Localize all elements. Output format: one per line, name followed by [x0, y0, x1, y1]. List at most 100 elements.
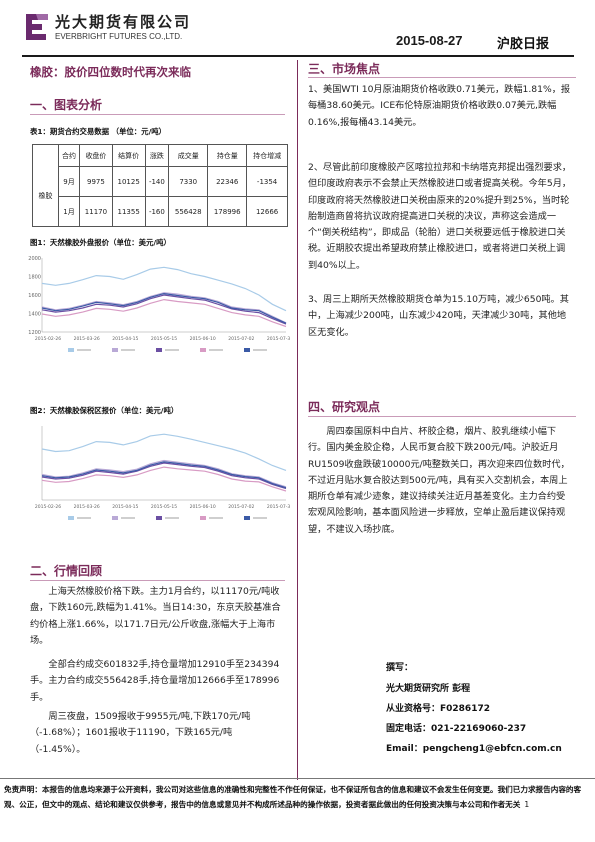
table-header-row: 合约 收盘价 结算价 涨跌 成交量 持仓量 持仓增减 — [32, 144, 288, 167]
author-license: 从业资格号：F0286172 — [386, 704, 490, 714]
cell: 9月 — [57, 166, 81, 197]
x-tick-label: 2015-04-15 — [112, 336, 138, 342]
table-row: 橡胶 9月 9975 10125 -140 7330 22346 -1354 — [32, 166, 288, 227]
x-tick-label: 2015-04-15 — [112, 504, 138, 510]
disclaimer: 免责声明：本报告的信息均来源于公开资料，我公司对这些信息的准确性和完整性不作任何… — [4, 783, 589, 812]
series-line — [41, 433, 287, 471]
y-tick-label: 1200 — [28, 330, 41, 336]
section-1-title: 一、图表分析 — [30, 98, 103, 112]
legend-swatch — [244, 348, 250, 352]
series-line — [41, 459, 287, 488]
th-oi-change: 持仓增减 — [246, 144, 288, 167]
x-tick-label: 2015-06-10 — [190, 336, 216, 342]
author-phone: 固定电话：021-22169060-237 — [386, 724, 527, 734]
author-email[interactable]: Email：pengcheng1@ebfcn.com.cn — [386, 744, 562, 754]
section-4-rule — [308, 416, 576, 417]
series-line — [41, 466, 287, 492]
legend-swatch — [244, 516, 250, 520]
legend-label-blur — [121, 349, 135, 351]
legend-swatch — [68, 348, 74, 352]
report-title: 沪胶日报 — [497, 37, 550, 52]
row-label: 橡胶 — [32, 166, 59, 227]
author-name: 光大期货研究所 彭程 — [386, 684, 471, 694]
chart-2: 2015-02-26 2015-03-26 2015-04-15 2015-05-15… — [28, 420, 290, 532]
series-line — [41, 292, 287, 324]
page-number: 1 — [524, 799, 530, 809]
table-corner — [32, 144, 59, 167]
header-divider — [22, 55, 574, 57]
legend-swatch — [112, 348, 118, 352]
legend-label-blur — [121, 517, 135, 519]
legend-label-blur — [77, 517, 91, 519]
cell: 22346 — [207, 166, 248, 197]
legend-label-blur — [77, 349, 91, 351]
y-tick-label: 1800 — [28, 275, 41, 281]
x-tick-label: 2015-02-26 — [35, 336, 61, 342]
legend-label-blur — [253, 349, 267, 351]
x-tick-label: 2015-05-15 — [151, 504, 177, 510]
focus-para-3: 3、周三上期所天然橡胶期货仓单为15.10万吨，减少650吨。其中，上海减少20… — [308, 294, 569, 338]
cell: 10125 — [111, 166, 146, 197]
series-line — [41, 292, 287, 324]
section-4-title: 四、研究观点 — [308, 400, 381, 414]
legend-swatch — [200, 516, 206, 520]
company-name-en: EVERBRIGHT FUTURES CO.,LTD. — [55, 32, 183, 41]
review-para-1: 上海天然橡胶价格下跌。主力1月合约，以11170元/吨收盘，下跌160元,跌幅为… — [30, 586, 281, 646]
section-3-title: 三、市场焦点 — [308, 62, 381, 76]
legend-swatch — [68, 516, 74, 520]
legend-label-blur — [209, 517, 223, 519]
section-3-rule — [308, 77, 576, 78]
cell: 178996 — [207, 196, 248, 227]
legend-label-blur — [165, 349, 179, 351]
series-line — [41, 462, 287, 490]
chart-2-caption: 图2：天然橡胶保税区报价（单位：美元/吨） — [30, 406, 179, 415]
x-tick-label: 2015-03-26 — [74, 504, 100, 510]
focus-para-2: 2、尽管此前印度橡胶产区喀拉拉邦和卡纳塔克邦提出强烈要求，但印度政府表示不会禁止… — [308, 162, 572, 271]
legend-label-blur — [165, 517, 179, 519]
th-settle: 结算价 — [111, 144, 146, 167]
th-oi: 持仓量 — [207, 144, 248, 167]
report-date: 2015-08-27 — [396, 33, 463, 48]
section-2-title: 二、行情回顾 — [30, 564, 103, 578]
cell: 7330 — [168, 166, 209, 197]
chart-1-caption: 图1：天然橡胶外盘报价（单位：美元/吨） — [30, 238, 171, 247]
th-volume: 成交量 — [168, 144, 209, 167]
x-tick-label: 2015-07-31 — [267, 336, 290, 342]
th-change: 涨跌 — [144, 144, 170, 167]
disclaimer-text: 免责声明：本报告的信息均来源于公开资料，我公司对这些信息的准确性和完整性不作任何… — [4, 785, 582, 809]
series-line — [41, 461, 287, 489]
cell: 12666 — [246, 196, 288, 227]
x-tick-label: 2015-07-02 — [228, 336, 254, 342]
legend-label-blur — [253, 517, 267, 519]
review-para-2: 全部合约成交601832手,持仓量增加12910手至234394手。主力合约成交… — [30, 659, 280, 703]
cell: 11355 — [111, 196, 146, 227]
focus-para-1: 1、美国WTI 10月原油期货价格收跌0.71美元，跌幅1.81%，报每桶38.… — [308, 84, 571, 128]
section-2-rule — [30, 580, 285, 581]
outlook-para: 周四泰国原料中白片、杯胶企稳，烟片、胶乳继续小幅下行。国内美金胶企稳，人民币复合… — [308, 426, 570, 535]
th-contract: 合约 — [57, 144, 81, 167]
futures-table: 合约 收盘价 结算价 涨跌 成交量 持仓量 持仓增减 橡胶 9月 9975 10… — [32, 144, 288, 227]
series-line — [41, 298, 287, 328]
author-label: 撰写： — [386, 663, 414, 673]
x-tick-label: 2015-07-02 — [228, 504, 254, 510]
y-tick-label: 2000 — [28, 256, 41, 262]
x-tick-label: 2015-03-26 — [74, 336, 100, 342]
cell: 1月 — [57, 196, 81, 227]
legend-swatch — [156, 348, 162, 352]
series-line — [41, 294, 287, 325]
series-line — [41, 266, 287, 312]
x-tick-label: 2015-02-26 — [35, 504, 61, 510]
y-tick-label: 1600 — [28, 293, 41, 299]
review-para-3: 周三夜盘，1509报收于9955元/吨,下跌170元/吨（-1.68%）；160… — [30, 711, 251, 755]
footer-rule — [0, 778, 595, 779]
main-title: 橡胶：胶价四位数时代再次来临 — [30, 65, 191, 79]
legend-label-blur — [209, 349, 223, 351]
section-1-rule — [30, 114, 285, 115]
y-tick-label: 1400 — [28, 312, 41, 318]
company-logo — [26, 14, 48, 40]
x-tick-label: 2015-07-31 — [267, 504, 290, 510]
cell: 556428 — [168, 196, 209, 227]
cell: -140 — [144, 166, 170, 197]
legend-swatch — [112, 516, 118, 520]
